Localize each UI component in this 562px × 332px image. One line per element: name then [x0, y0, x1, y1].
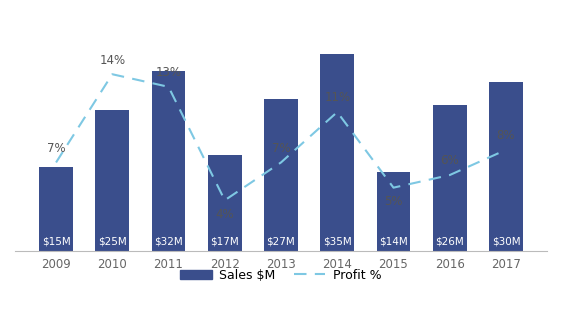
Text: $14M: $14M	[379, 236, 408, 246]
Text: 14%: 14%	[99, 54, 125, 67]
Text: 11%: 11%	[324, 92, 350, 105]
Legend: Sales $M, Profit %: Sales $M, Profit %	[175, 264, 387, 287]
Text: 7%: 7%	[47, 142, 65, 155]
Text: $25M: $25M	[98, 236, 126, 246]
Bar	[152, 71, 185, 251]
Text: 13%: 13%	[156, 66, 182, 79]
Bar	[39, 167, 73, 251]
Bar	[264, 99, 298, 251]
Text: $15M: $15M	[42, 236, 70, 246]
Bar	[208, 155, 242, 251]
Text: $17M: $17M	[210, 236, 239, 246]
Bar	[433, 105, 466, 251]
Text: 8%: 8%	[497, 129, 515, 142]
Text: $32M: $32M	[154, 236, 183, 246]
Bar	[489, 82, 523, 251]
Text: $26M: $26M	[436, 236, 464, 246]
Bar	[377, 172, 410, 251]
Bar	[96, 111, 129, 251]
Text: $27M: $27M	[266, 236, 296, 246]
Text: $35M: $35M	[323, 236, 352, 246]
Text: 5%: 5%	[384, 195, 403, 208]
Text: 7%: 7%	[271, 142, 291, 155]
Text: 6%: 6%	[441, 154, 459, 168]
Text: 4%: 4%	[215, 208, 234, 221]
Bar	[320, 54, 354, 251]
Text: $30M: $30M	[492, 236, 520, 246]
